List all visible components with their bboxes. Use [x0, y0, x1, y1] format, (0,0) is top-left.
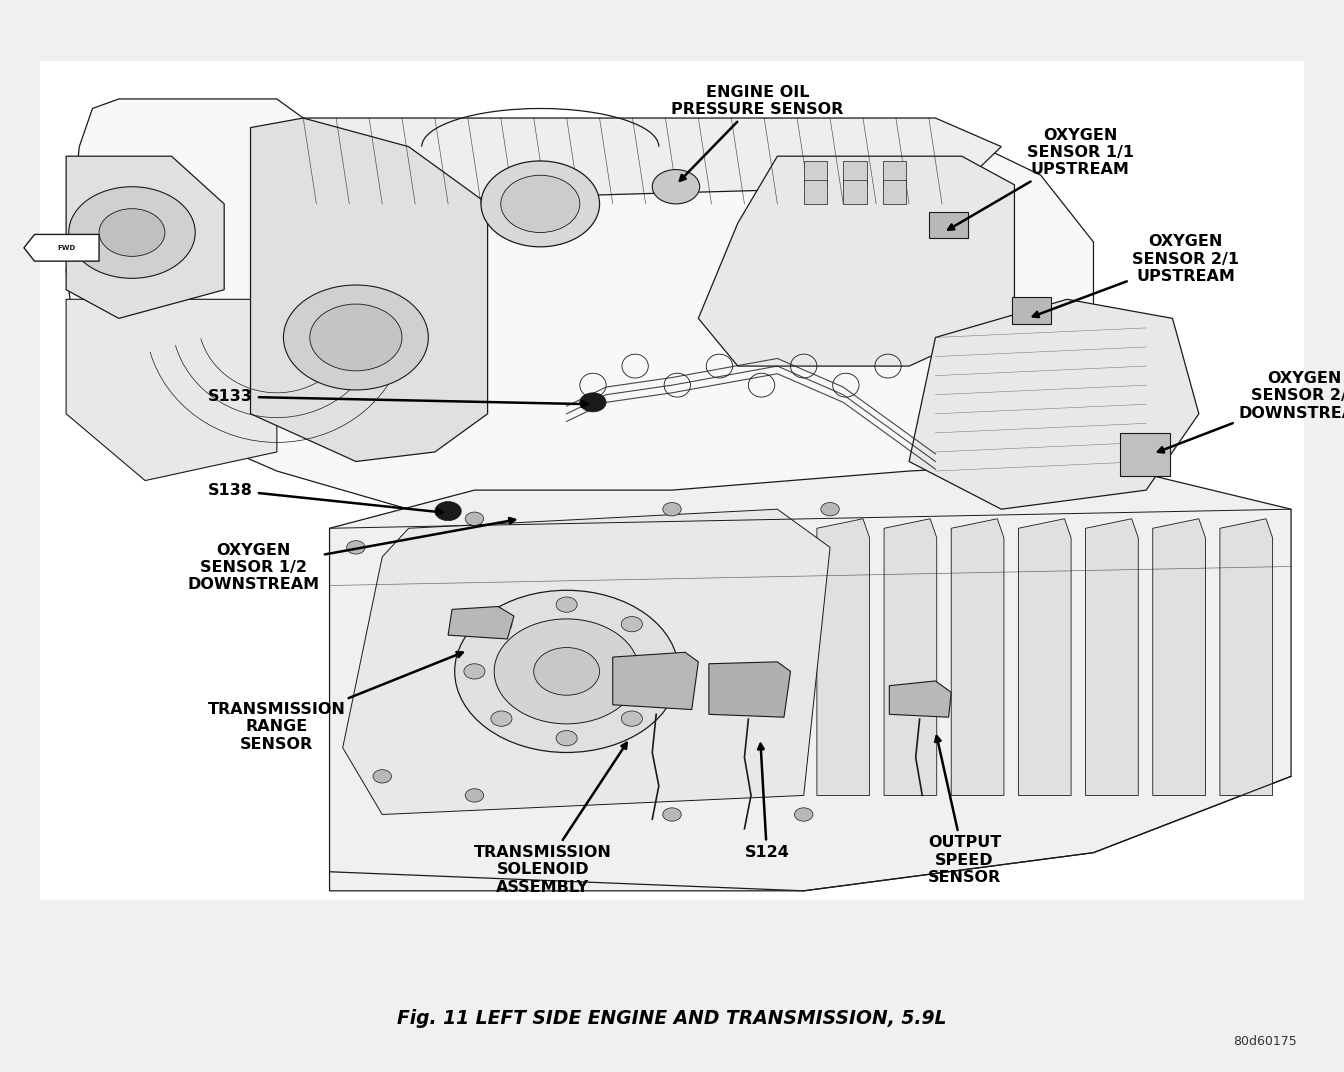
- Polygon shape: [66, 157, 224, 318]
- Circle shape: [556, 730, 577, 746]
- Circle shape: [652, 169, 700, 204]
- Circle shape: [481, 161, 599, 247]
- Circle shape: [464, 664, 485, 679]
- Text: S124: S124: [745, 744, 789, 860]
- Bar: [1012, 297, 1051, 324]
- Text: OXYGEN
SENSOR 2/2
DOWNSTREAM: OXYGEN SENSOR 2/2 DOWNSTREAM: [1159, 371, 1344, 452]
- Polygon shape: [1153, 519, 1206, 795]
- Circle shape: [284, 285, 429, 390]
- Text: S133: S133: [208, 389, 587, 406]
- Circle shape: [495, 619, 640, 724]
- Circle shape: [501, 176, 579, 233]
- Text: ENGINE OIL
PRESSURE SENSOR: ENGINE OIL PRESSURE SENSOR: [672, 85, 844, 181]
- Text: OXYGEN
SENSOR 1/1
UPSTREAM: OXYGEN SENSOR 1/1 UPSTREAM: [948, 128, 1134, 229]
- Polygon shape: [66, 299, 277, 480]
- Text: TRANSMISSION
RANGE
SENSOR: TRANSMISSION RANGE SENSOR: [208, 652, 462, 751]
- Polygon shape: [66, 99, 1094, 528]
- Text: FWD: FWD: [56, 244, 75, 251]
- Circle shape: [556, 597, 577, 612]
- Polygon shape: [1220, 519, 1273, 795]
- Bar: [40, 61, 1304, 900]
- Circle shape: [621, 616, 642, 631]
- Circle shape: [794, 808, 813, 821]
- Circle shape: [579, 392, 606, 412]
- Polygon shape: [613, 653, 699, 710]
- Text: OXYGEN
SENSOR 1/2
DOWNSTREAM: OXYGEN SENSOR 1/2 DOWNSTREAM: [187, 518, 515, 593]
- Text: TRANSMISSION
SOLENOID
ASSEMBLY: TRANSMISSION SOLENOID ASSEMBLY: [474, 743, 626, 895]
- Polygon shape: [708, 661, 790, 717]
- Bar: [883, 180, 906, 204]
- Polygon shape: [909, 299, 1199, 509]
- Bar: [1120, 433, 1169, 476]
- Text: Fig. 11 LEFT SIDE ENGINE AND TRANSMISSION, 5.9L: Fig. 11 LEFT SIDE ENGINE AND TRANSMISSIO…: [398, 1009, 946, 1028]
- Circle shape: [374, 770, 391, 783]
- Bar: [929, 211, 968, 238]
- Bar: [843, 180, 867, 204]
- Circle shape: [99, 209, 165, 256]
- Circle shape: [491, 711, 512, 726]
- Circle shape: [821, 503, 839, 516]
- Circle shape: [69, 187, 195, 279]
- Circle shape: [309, 304, 402, 371]
- Bar: [883, 161, 906, 184]
- Circle shape: [648, 664, 669, 679]
- Polygon shape: [890, 681, 952, 717]
- Polygon shape: [343, 509, 831, 815]
- Bar: [804, 180, 828, 204]
- Text: OXYGEN
SENSOR 2/1
UPSTREAM: OXYGEN SENSOR 2/1 UPSTREAM: [1032, 235, 1239, 317]
- Circle shape: [435, 502, 461, 521]
- Text: S138: S138: [208, 482, 442, 515]
- Circle shape: [491, 616, 512, 631]
- Circle shape: [663, 808, 681, 821]
- Circle shape: [465, 512, 484, 525]
- Polygon shape: [24, 235, 99, 262]
- Circle shape: [534, 647, 599, 696]
- Bar: [804, 161, 828, 184]
- Polygon shape: [250, 118, 1001, 204]
- Text: OUTPUT
SPEED
SENSOR: OUTPUT SPEED SENSOR: [927, 736, 1001, 885]
- Polygon shape: [952, 519, 1004, 795]
- Text: 80d60175: 80d60175: [1234, 1036, 1297, 1048]
- Polygon shape: [448, 607, 513, 639]
- Circle shape: [621, 711, 642, 726]
- Circle shape: [465, 789, 484, 802]
- Circle shape: [454, 591, 679, 753]
- Bar: [843, 161, 867, 184]
- Polygon shape: [250, 118, 488, 461]
- Polygon shape: [884, 519, 937, 795]
- Circle shape: [347, 540, 366, 554]
- Polygon shape: [1019, 519, 1071, 795]
- Polygon shape: [329, 461, 1292, 891]
- Polygon shape: [1086, 519, 1138, 795]
- Polygon shape: [699, 157, 1015, 367]
- Circle shape: [663, 503, 681, 516]
- Polygon shape: [817, 519, 870, 795]
